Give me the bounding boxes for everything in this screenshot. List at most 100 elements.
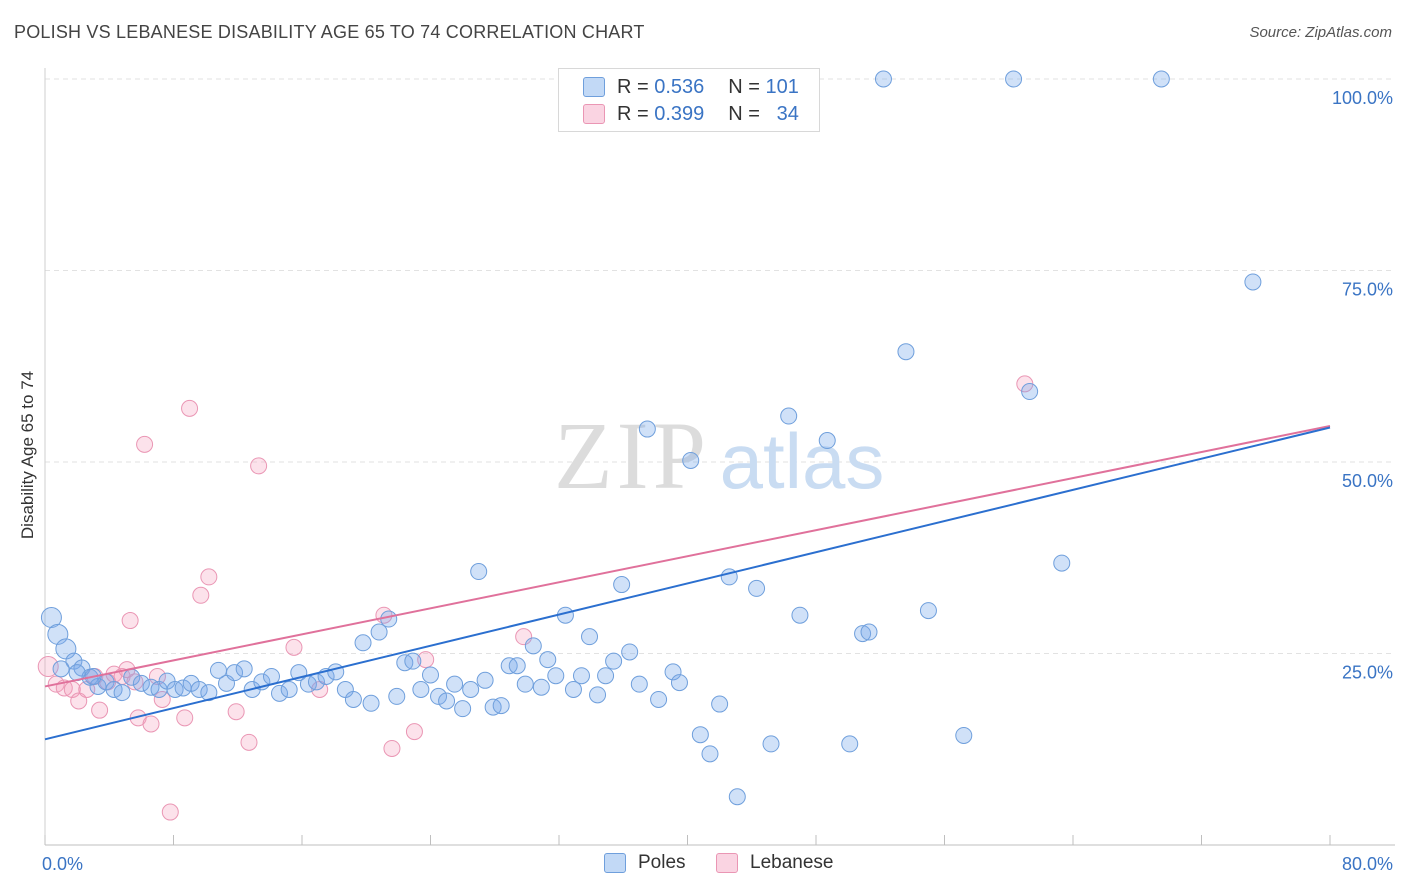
lebanese-point bbox=[285, 638, 303, 656]
legend-item-poles: Poles bbox=[604, 852, 686, 874]
poles-point bbox=[589, 686, 607, 704]
poles-point bbox=[780, 407, 798, 425]
lebanese-point bbox=[250, 457, 268, 475]
poles-n-value: 101 bbox=[765, 75, 799, 98]
poles-point bbox=[691, 726, 709, 744]
watermark-atlas: atlas bbox=[720, 417, 885, 505]
poles-point bbox=[271, 684, 289, 702]
gridlines bbox=[45, 78, 1395, 654]
poles-point bbox=[897, 343, 915, 361]
poles-point bbox=[955, 726, 973, 744]
poles-point bbox=[370, 623, 388, 641]
poles-point bbox=[89, 677, 107, 695]
poles-point bbox=[454, 700, 472, 718]
poles-point bbox=[630, 675, 648, 693]
poles-point bbox=[748, 579, 766, 597]
poles-point bbox=[344, 690, 362, 708]
poles-point bbox=[190, 681, 208, 699]
poles-point bbox=[547, 667, 565, 685]
poles-point bbox=[638, 420, 656, 438]
poles-point bbox=[572, 667, 590, 685]
lebanese-point bbox=[227, 703, 245, 721]
poles-point bbox=[1244, 273, 1262, 291]
poles-point bbox=[581, 628, 599, 646]
watermark: ZIP atlas bbox=[554, 402, 884, 509]
poles-point bbox=[1021, 383, 1039, 401]
lebanese-r-value: 0.399 bbox=[654, 102, 705, 125]
poles-n-label: N = bbox=[728, 75, 760, 98]
poles-swatch bbox=[583, 77, 605, 97]
poles-point bbox=[40, 606, 62, 628]
poles-point bbox=[380, 610, 398, 628]
poles-point bbox=[682, 451, 700, 469]
poles-point bbox=[860, 623, 878, 641]
y-tick-label: 75.0% bbox=[1342, 280, 1393, 300]
y-tick-label: 100.0% bbox=[1332, 88, 1393, 108]
legend-item-lebanese: Lebanese bbox=[716, 852, 833, 874]
lebanese-n-value: 34 bbox=[776, 102, 799, 125]
poles-point bbox=[728, 788, 746, 806]
lebanese-trend-line bbox=[44, 425, 1331, 688]
poles-point bbox=[605, 652, 623, 670]
poles-legend-label: Poles bbox=[638, 852, 686, 873]
poles-point bbox=[226, 664, 244, 682]
lebanese-legend-swatch bbox=[716, 853, 738, 873]
poles-point bbox=[388, 687, 406, 705]
poles-r-value: 0.536 bbox=[654, 75, 705, 98]
poles-point bbox=[621, 643, 639, 661]
lebanese-point bbox=[192, 586, 210, 604]
poles-point bbox=[650, 690, 668, 708]
poles-point bbox=[613, 576, 631, 594]
lebanese-points bbox=[37, 375, 1034, 821]
lebanese-point bbox=[161, 803, 179, 821]
poles-point bbox=[446, 675, 464, 693]
lebanese-point bbox=[70, 692, 88, 710]
lebanese-point bbox=[405, 723, 423, 741]
poles-point bbox=[422, 666, 439, 684]
poles-point bbox=[532, 678, 550, 696]
poles-point bbox=[524, 637, 542, 655]
poles-trend-line bbox=[44, 426, 1331, 741]
poles-point bbox=[664, 663, 682, 681]
poles-point bbox=[818, 432, 836, 450]
trend-lines bbox=[44, 425, 1331, 741]
poles-point bbox=[132, 674, 150, 692]
poles-point bbox=[1005, 70, 1023, 88]
lebanese-point bbox=[153, 690, 171, 708]
correlation-legend: R = 0.536 N = 101 R = 0.399 N = 34 bbox=[558, 68, 820, 132]
lebanese-point bbox=[142, 715, 160, 733]
poles-point bbox=[516, 675, 534, 693]
legend-row-lebanese: R = 0.399 N = 34 bbox=[583, 103, 799, 125]
lebanese-point bbox=[417, 651, 435, 669]
poles-point bbox=[113, 684, 131, 702]
lebanese-point bbox=[176, 709, 194, 727]
poles-point bbox=[412, 681, 430, 699]
chart-title: POLISH VS LEBANESE DISABILITY AGE 65 TO … bbox=[14, 22, 645, 42]
source-note: Source: ZipAtlas.com bbox=[1249, 24, 1392, 41]
poles-point bbox=[327, 663, 345, 681]
lebanese-point bbox=[91, 701, 109, 719]
poles-point bbox=[476, 671, 494, 689]
poles-point bbox=[462, 681, 480, 699]
poles-point bbox=[404, 652, 422, 670]
lebanese-n-label: N = bbox=[728, 102, 760, 125]
poles-point bbox=[438, 692, 456, 710]
poles-point bbox=[508, 657, 526, 675]
y-tick-label: 50.0% bbox=[1342, 471, 1393, 491]
poles-point bbox=[854, 625, 872, 643]
tick-labels: 25.0% 50.0% 75.0% 100.0% 0.0% 80.0% bbox=[42, 88, 1393, 874]
poles-point bbox=[430, 687, 448, 705]
poles-point bbox=[354, 634, 372, 652]
lebanese-point bbox=[136, 435, 154, 453]
poles-point bbox=[492, 697, 510, 715]
poles-legend-swatch bbox=[604, 853, 626, 873]
poles-point bbox=[470, 563, 488, 581]
lebanese-r-label: R = bbox=[617, 102, 649, 125]
poles-points bbox=[40, 70, 1262, 806]
legend-row-poles: R = 0.536 N = 101 bbox=[583, 76, 799, 98]
lebanese-swatch bbox=[583, 104, 605, 124]
poles-point bbox=[919, 602, 937, 620]
poles-point bbox=[670, 674, 688, 692]
x-tick-label-min: 0.0% bbox=[42, 854, 83, 874]
